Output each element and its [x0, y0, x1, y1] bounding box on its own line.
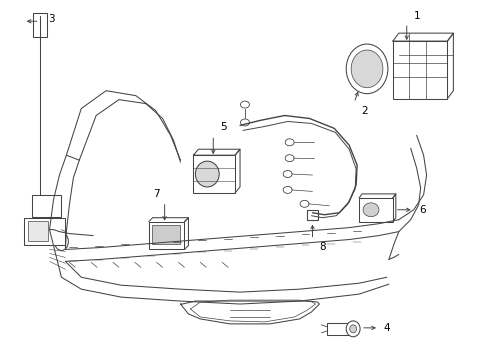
FancyBboxPatch shape — [24, 218, 65, 246]
Text: 1: 1 — [414, 11, 420, 21]
Ellipse shape — [241, 119, 249, 126]
Ellipse shape — [350, 325, 357, 333]
Ellipse shape — [285, 139, 294, 146]
Text: 6: 6 — [419, 205, 426, 215]
FancyBboxPatch shape — [152, 225, 179, 244]
Ellipse shape — [283, 186, 292, 193]
Ellipse shape — [283, 171, 292, 177]
FancyBboxPatch shape — [149, 222, 184, 249]
Text: 5: 5 — [220, 122, 226, 132]
FancyBboxPatch shape — [307, 210, 318, 220]
FancyBboxPatch shape — [33, 13, 47, 37]
Ellipse shape — [351, 50, 383, 88]
FancyBboxPatch shape — [194, 155, 235, 193]
Ellipse shape — [363, 203, 379, 217]
Ellipse shape — [285, 155, 294, 162]
FancyBboxPatch shape — [32, 195, 61, 217]
Text: 8: 8 — [319, 243, 326, 252]
Text: 4: 4 — [384, 323, 390, 333]
FancyBboxPatch shape — [28, 221, 48, 240]
FancyBboxPatch shape — [393, 41, 447, 99]
Text: 2: 2 — [361, 105, 368, 116]
FancyBboxPatch shape — [327, 323, 349, 335]
Ellipse shape — [346, 44, 388, 94]
Ellipse shape — [346, 321, 360, 337]
Ellipse shape — [196, 161, 219, 187]
Text: 7: 7 — [153, 189, 160, 199]
Ellipse shape — [300, 201, 309, 207]
Ellipse shape — [241, 101, 249, 108]
Text: 3: 3 — [48, 14, 55, 24]
Ellipse shape — [54, 233, 69, 251]
FancyBboxPatch shape — [359, 198, 393, 222]
